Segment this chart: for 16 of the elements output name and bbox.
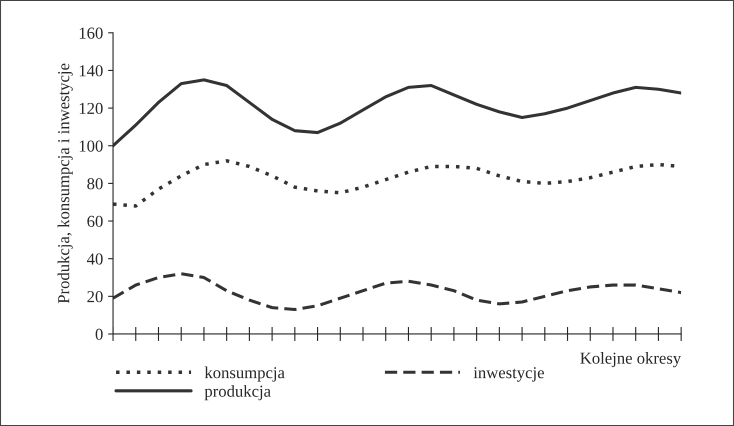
y-tick-label: 0 [96, 328, 103, 340]
y-tick-label: 120 [80, 102, 103, 114]
legend-label: produkcja [204, 385, 271, 400]
y-tick-label: 140 [80, 65, 103, 76]
y-tick-label: 60 [87, 216, 103, 227]
legend-label: inwestycje [474, 367, 544, 382]
y-tick-label: 40 [86, 253, 103, 265]
line-series [113, 272, 682, 312]
y-tick-label: 80 [87, 178, 103, 190]
y-tick-label: 160 [80, 28, 103, 39]
y-tick-label: 20 [87, 291, 103, 302]
x-axis-title: Kolejne okresy [580, 352, 682, 368]
y-tick-label: 100 [80, 140, 103, 152]
y-axis-title: Produkcja, konsumpcja i inwestycje [58, 64, 73, 304]
line-series [113, 78, 682, 148]
legend-label: konsumpcja [204, 366, 285, 382]
